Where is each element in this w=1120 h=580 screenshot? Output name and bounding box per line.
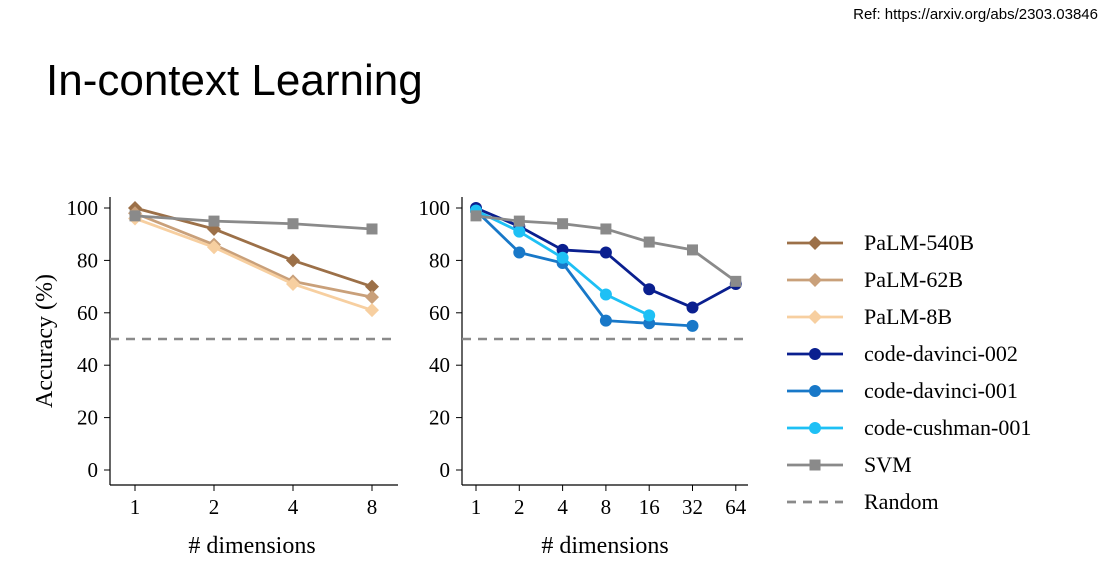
x-tick-label: 16 — [639, 495, 660, 519]
x-tick-label: 64 — [725, 495, 747, 519]
legend-item-svm: SVM — [787, 452, 912, 477]
legend-item-palm-540b: PaLM-540B — [787, 230, 974, 255]
data-point-code-davinci-002 — [599, 246, 612, 259]
data-point-palm-540b — [286, 253, 300, 268]
data-point-svm — [730, 275, 742, 287]
data-point-code-cushman-001 — [513, 225, 526, 238]
y-tick-label: 100 — [67, 196, 99, 220]
data-point-svm — [470, 210, 482, 222]
series-line-svm — [134, 214, 373, 231]
data-point-svm — [643, 236, 655, 248]
x-tick-label: 1 — [471, 495, 482, 519]
series-line-palm-8b — [134, 217, 373, 312]
legend-label: PaLM-62B — [864, 267, 963, 292]
y-tick-label: 100 — [419, 196, 451, 220]
data-point-palm-62b — [365, 290, 379, 305]
y-tick-label: 80 — [429, 248, 450, 272]
data-point-palm-8b — [207, 240, 221, 255]
data-point-code-cushman-001 — [643, 309, 656, 322]
legend-label: code-davinci-002 — [864, 341, 1018, 366]
legend-label: PaLM-540B — [864, 230, 974, 255]
data-point-svm — [557, 218, 569, 230]
y-tick-label: 60 — [77, 301, 98, 325]
legend-marker — [808, 273, 822, 287]
data-point-svm — [687, 244, 698, 256]
x-tick-label: 8 — [601, 495, 612, 519]
legend-item-palm-8b: PaLM-8B — [787, 304, 952, 329]
data-point-code-davinci-002 — [643, 283, 656, 296]
legend-marker — [809, 348, 821, 360]
data-point-code-davinci-001 — [513, 246, 526, 259]
reference-link: Ref: https://arxiv.org/abs/2303.03846 — [853, 6, 1098, 23]
y-tick-label: 20 — [77, 406, 98, 430]
y-tick-label: 20 — [429, 406, 450, 430]
x-axis-label: # dimensions — [541, 533, 668, 559]
data-point-code-davinci-002 — [686, 301, 699, 314]
series-line-code-davinci-001 — [475, 209, 693, 328]
legend-label: SVM — [864, 452, 912, 477]
y-tick-label: 0 — [440, 458, 451, 482]
y-tick-label: 40 — [429, 353, 450, 377]
data-point-svm — [513, 215, 525, 227]
data-point-code-davinci-001 — [686, 319, 699, 332]
legend-marker — [808, 236, 822, 250]
x-tick-label: 1 — [130, 495, 141, 519]
x-axis-label: # dimensions — [188, 533, 315, 559]
data-point-svm — [287, 218, 299, 230]
legend-label: code-davinci-001 — [864, 378, 1018, 403]
slide-title: In-context Learning — [46, 56, 423, 105]
x-tick-label: 8 — [367, 495, 378, 519]
x-tick-label: 4 — [557, 495, 568, 519]
y-tick-label: 40 — [77, 353, 98, 377]
data-point-code-cushman-001 — [599, 288, 612, 301]
data-point-palm-8b — [286, 276, 300, 291]
data-point-svm — [600, 223, 612, 235]
series-line-palm-62b — [134, 211, 373, 299]
legend-marker — [809, 385, 821, 397]
series-line-palm-540b — [134, 206, 373, 288]
legend-marker — [809, 422, 821, 434]
legend-marker — [809, 459, 821, 471]
legend-label: PaLM-8B — [864, 304, 952, 329]
legend-label: Random — [864, 489, 939, 514]
data-point-svm — [129, 210, 141, 222]
legend-label: code-cushman-001 — [864, 415, 1031, 440]
x-tick-label: 4 — [288, 495, 299, 519]
x-tick-label: 2 — [209, 495, 220, 519]
legend-item-palm-62b: PaLM-62B — [787, 267, 963, 292]
data-point-code-cushman-001 — [556, 251, 569, 264]
legend-item-code-davinci-001: code-davinci-001 — [787, 378, 1018, 403]
data-point-palm-8b — [365, 303, 379, 318]
legend-marker — [808, 310, 822, 324]
data-point-svm — [366, 223, 378, 235]
y-axis-label: Accuracy (%) — [32, 274, 58, 408]
x-tick-label: 2 — [514, 495, 525, 519]
legend-item-code-davinci-002: code-davinci-002 — [787, 341, 1018, 366]
y-tick-label: 80 — [77, 248, 98, 272]
data-point-palm-540b — [365, 279, 379, 294]
data-point-code-davinci-001 — [599, 314, 612, 327]
data-point-svm — [208, 215, 220, 227]
legend-item-code-cushman-001: code-cushman-001 — [787, 415, 1031, 440]
legend-item-random: Random — [787, 489, 939, 514]
y-tick-label: 0 — [88, 458, 99, 482]
x-tick-label: 32 — [682, 495, 703, 519]
y-tick-label: 60 — [429, 301, 450, 325]
